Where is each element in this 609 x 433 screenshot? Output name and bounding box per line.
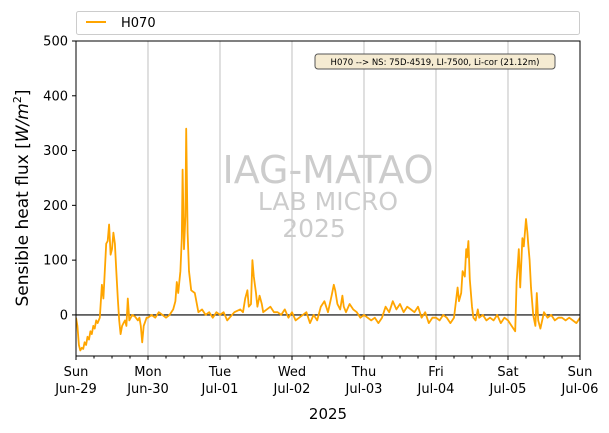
annotation: H070 --> NS: 75D-4519, LI-7500, Li-cor (… (314, 53, 556, 70)
watermark: IAG-MATAO LAB MICRO 2025 (222, 148, 433, 243)
y-axis: 0 100 200 300 400 500 (43, 35, 76, 323)
legend: H070 (76, 11, 580, 35)
x-tick-label-date: Jun-30 (126, 382, 169, 397)
legend-label-h070: H070 (121, 16, 156, 31)
y-tick-label: 400 (43, 89, 68, 104)
x-tick-label-date: Jul-01 (201, 382, 239, 397)
x-tick-label-day: Fri (428, 365, 444, 380)
y-axis-label-unit-m: /m (13, 103, 33, 127)
watermark-subtitle: LAB MICRO (258, 187, 398, 216)
plot-background (76, 41, 580, 356)
y-axis-label: Sensible heat flux [W/m2] (11, 89, 33, 306)
y-axis-label-close: ] (13, 89, 33, 96)
x-tick-label-day: Sun (568, 365, 593, 380)
x-tick-label-day: Mon (134, 365, 161, 380)
legend-frame (76, 11, 580, 35)
grid-lines (147, 41, 509, 356)
x-tick-label-day: Sun (64, 365, 89, 380)
x-axis: Sun Jun-29 Mon Jun-30 Tue Jul-01 Wed Jul-02 Thu J… (54, 356, 598, 397)
y-tick-label: 0 (60, 308, 68, 323)
y-axis-label-unit-exp: 2 (11, 96, 24, 103)
x-tick-label-date: Jun-29 (54, 382, 97, 397)
watermark-title: IAG-MATAO (222, 148, 433, 192)
annotation-text: H070 --> NS: 75D-4519, LI-7500, Li-cor (… (331, 58, 540, 68)
y-axis-label-unit-w: W (13, 124, 33, 142)
y-tick-label: 300 (43, 144, 68, 159)
x-tick-label-date: Jul-02 (273, 382, 311, 397)
x-tick-label-day: Thu (351, 365, 376, 380)
x-tick-label-date: Jul-05 (489, 382, 527, 397)
x-axis-label: 2025 (309, 405, 347, 423)
y-axis-label-main: Sensible heat flux [ (13, 142, 33, 306)
x-tick-label-date: Jul-06 (561, 382, 599, 397)
y-tick-label: 100 (43, 254, 68, 269)
x-tick-label-date: Jul-04 (417, 382, 455, 397)
x-tick-label-day: Sat (497, 365, 518, 380)
x-tick-label-day: Wed (278, 365, 306, 380)
watermark-year: 2025 (282, 214, 346, 243)
x-tick-label-day: Tue (208, 365, 231, 380)
x-tick-label-date: Jul-03 (345, 382, 383, 397)
y-tick-label: 200 (43, 199, 68, 214)
annotation-box (314, 53, 556, 70)
y-tick-label: 500 (43, 35, 68, 50)
series-line-h070 (76, 127, 580, 352)
